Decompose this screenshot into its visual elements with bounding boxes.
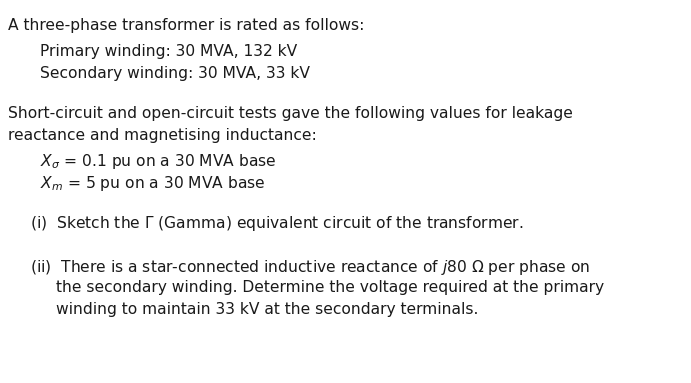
Text: winding to maintain 33 kV at the secondary terminals.: winding to maintain 33 kV at the seconda…: [56, 302, 478, 317]
Text: Short-circuit and open-circuit tests gave the following values for leakage: Short-circuit and open-circuit tests gav…: [8, 106, 573, 121]
Text: $X_\sigma$ = 0.1 pu on a 30 MVA base: $X_\sigma$ = 0.1 pu on a 30 MVA base: [40, 152, 276, 171]
Text: the secondary winding. Determine the voltage required at the primary: the secondary winding. Determine the vol…: [56, 280, 604, 295]
Text: reactance and magnetising inductance:: reactance and magnetising inductance:: [8, 128, 316, 143]
Text: (i)  Sketch the $\Gamma$ (Gamma) equivalent circuit of the transformer.: (i) Sketch the $\Gamma$ (Gamma) equivale…: [30, 214, 524, 233]
Text: Primary winding: 30 MVA, 132 kV: Primary winding: 30 MVA, 132 kV: [40, 44, 297, 59]
Text: (ii)  There is a star-connected inductive reactance of $j$80 $\Omega$ per phase : (ii) There is a star-connected inductive…: [30, 258, 590, 277]
Text: $X_m$ = 5 pu on a 30 MVA base: $X_m$ = 5 pu on a 30 MVA base: [40, 174, 265, 193]
Text: A three-phase transformer is rated as follows:: A three-phase transformer is rated as fo…: [8, 18, 364, 33]
Text: Secondary winding: 30 MVA, 33 kV: Secondary winding: 30 MVA, 33 kV: [40, 66, 310, 81]
